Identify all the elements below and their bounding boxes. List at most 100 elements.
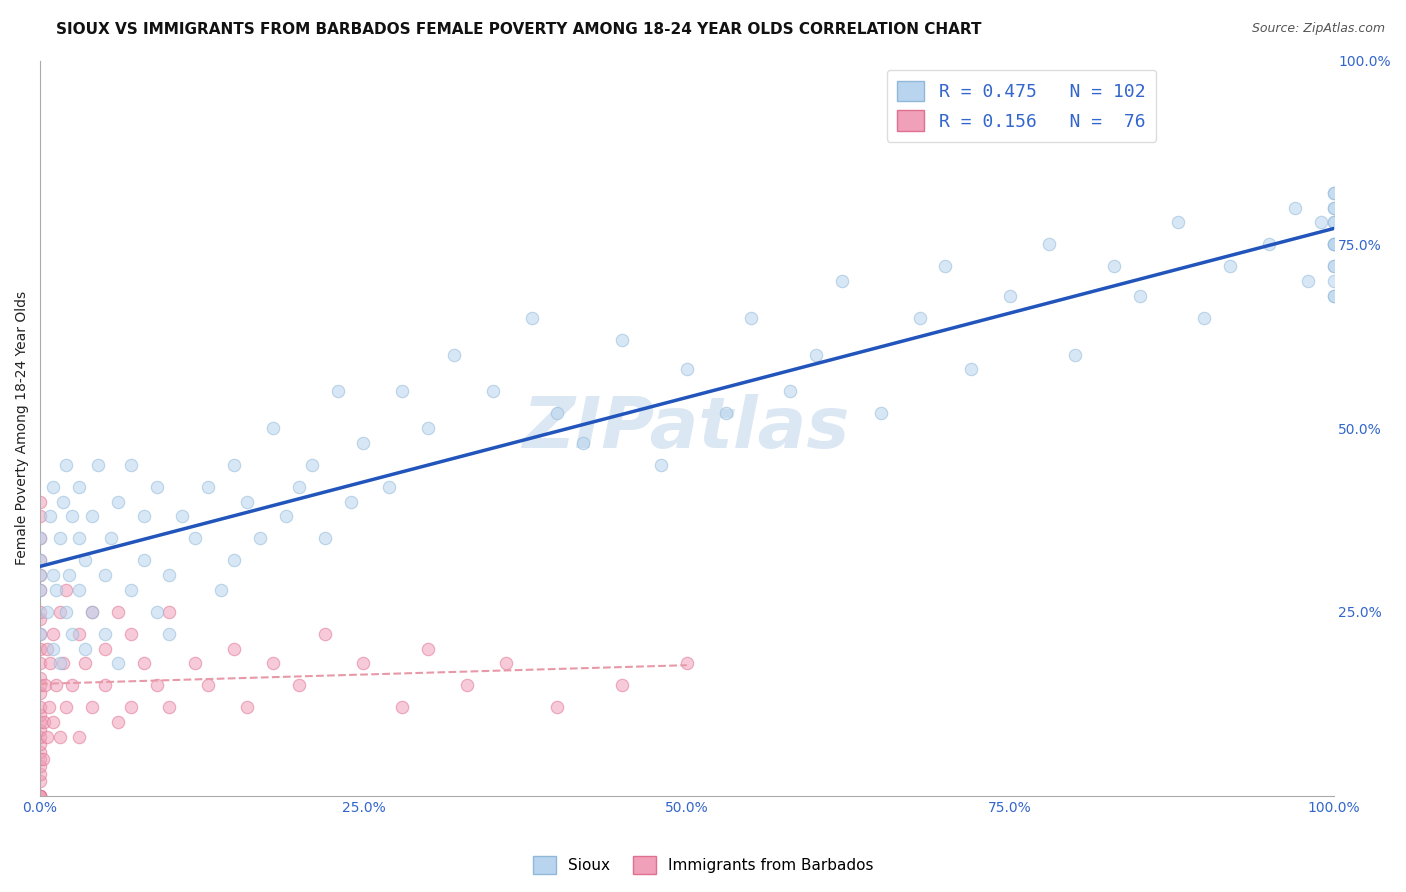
- Point: [67, 480, 90, 494]
- Point: [30, 789, 52, 803]
- Point: [132, 657, 155, 671]
- Point: [391, 700, 413, 714]
- Point: [314, 532, 336, 546]
- Point: [132, 553, 155, 567]
- Point: [39, 657, 62, 671]
- Point: [87, 458, 110, 472]
- Point: [1322, 201, 1344, 215]
- Point: [48, 657, 70, 671]
- Point: [75, 641, 97, 656]
- Point: [236, 494, 259, 508]
- Point: [288, 678, 311, 692]
- Point: [224, 553, 246, 567]
- Point: [80, 700, 103, 714]
- Point: [831, 274, 853, 288]
- Point: [1038, 237, 1060, 252]
- Point: [48, 730, 70, 744]
- Text: Source: ZipAtlas.com: Source: ZipAtlas.com: [1251, 22, 1385, 36]
- Point: [30, 568, 52, 582]
- Point: [1322, 237, 1344, 252]
- Point: [262, 657, 284, 671]
- Point: [67, 532, 90, 546]
- Point: [30, 774, 52, 789]
- Point: [107, 657, 129, 671]
- Point: [998, 289, 1021, 303]
- Point: [714, 407, 737, 421]
- Point: [31, 752, 53, 766]
- Point: [197, 678, 219, 692]
- Point: [35, 730, 58, 744]
- Text: ZIPatlas: ZIPatlas: [523, 393, 851, 463]
- Point: [1322, 260, 1344, 274]
- Point: [80, 509, 103, 524]
- Point: [159, 568, 181, 582]
- Point: [30, 657, 52, 671]
- Point: [30, 627, 52, 641]
- Point: [378, 480, 401, 494]
- Point: [107, 494, 129, 508]
- Point: [30, 582, 52, 597]
- Point: [650, 458, 672, 472]
- Point: [1322, 260, 1344, 274]
- Point: [52, 657, 75, 671]
- Point: [30, 759, 52, 773]
- Point: [353, 657, 375, 671]
- Point: [288, 480, 311, 494]
- Point: [120, 627, 142, 641]
- Point: [1322, 215, 1344, 229]
- Point: [804, 348, 827, 362]
- Text: SIOUX VS IMMIGRANTS FROM BARBADOS FEMALE POVERTY AMONG 18-24 YEAR OLDS CORRELATI: SIOUX VS IMMIGRANTS FROM BARBADOS FEMALE…: [56, 22, 981, 37]
- Point: [1322, 186, 1344, 200]
- Point: [39, 509, 62, 524]
- Point: [67, 582, 90, 597]
- Point: [145, 605, 167, 619]
- Point: [353, 435, 375, 450]
- Point: [30, 641, 52, 656]
- Point: [35, 605, 58, 619]
- Point: [30, 707, 52, 722]
- Point: [339, 494, 361, 508]
- Point: [67, 627, 90, 641]
- Point: [75, 553, 97, 567]
- Point: [1322, 215, 1344, 229]
- Point: [1322, 289, 1344, 303]
- Point: [62, 627, 84, 641]
- Point: [1322, 237, 1344, 252]
- Point: [62, 509, 84, 524]
- Point: [456, 678, 478, 692]
- Point: [30, 686, 52, 700]
- Point: [48, 532, 70, 546]
- Point: [197, 480, 219, 494]
- Point: [495, 657, 517, 671]
- Point: [30, 723, 52, 737]
- Point: [418, 641, 440, 656]
- Point: [145, 678, 167, 692]
- Point: [58, 568, 80, 582]
- Point: [224, 458, 246, 472]
- Point: [75, 657, 97, 671]
- Point: [274, 509, 297, 524]
- Point: [120, 582, 142, 597]
- Point: [30, 532, 52, 546]
- Point: [418, 421, 440, 435]
- Point: [1063, 348, 1085, 362]
- Point: [107, 715, 129, 730]
- Point: [1296, 274, 1319, 288]
- Point: [94, 678, 117, 692]
- Point: [934, 260, 956, 274]
- Point: [100, 532, 122, 546]
- Point: [960, 362, 983, 376]
- Point: [30, 509, 52, 524]
- Point: [30, 737, 52, 751]
- Point: [30, 752, 52, 766]
- Point: [80, 605, 103, 619]
- Point: [172, 509, 194, 524]
- Point: [30, 568, 52, 582]
- Point: [740, 310, 762, 325]
- Point: [80, 605, 103, 619]
- Point: [30, 582, 52, 597]
- Legend: Sioux, Immigrants from Barbados: Sioux, Immigrants from Barbados: [526, 850, 880, 880]
- Point: [42, 480, 65, 494]
- Point: [30, 766, 52, 780]
- Point: [1167, 215, 1189, 229]
